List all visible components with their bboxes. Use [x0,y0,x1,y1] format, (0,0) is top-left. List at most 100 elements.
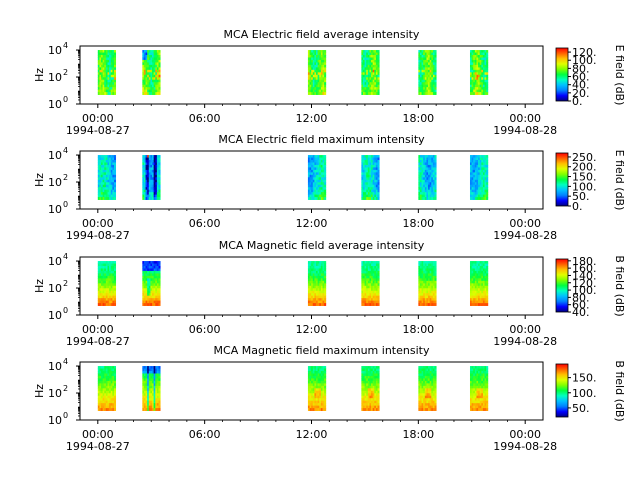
spectrogram-cell [104,263,107,267]
spectrogram-cell [482,159,485,163]
spectrogram-cell [322,157,325,161]
spectrogram-cell [362,366,365,369]
spectrogram-cell [374,373,377,377]
spectrogram-cell [307,177,310,181]
spectrogram-cell [153,303,156,306]
spectrogram-cell [423,300,426,304]
spectrogram-cell [307,268,310,272]
spectrogram-cell [153,380,156,384]
spectrogram-cell [418,290,421,294]
spectrogram-cell [317,300,320,304]
spectrogram-cell [319,69,322,73]
spectrogram-cell [367,405,370,409]
spectrogram-cell [432,408,435,411]
spectrogram-cell [145,157,148,161]
spectrogram-cell [99,298,102,302]
spectrogram-cell [364,182,367,186]
spectrogram-cell [428,189,431,193]
spectrogram-cell [148,87,151,91]
spectrogram-cell [148,268,151,272]
spectrogram-cell [148,263,151,267]
spectrogram-cell [110,383,113,387]
spectrogram-cell [148,273,151,277]
spectrogram-cell [426,283,429,287]
spectrogram-cell [419,72,422,76]
spectrogram-cell [317,405,320,409]
spectrogram-cell [109,283,112,287]
spectrogram-cell [366,189,369,193]
spectrogram-cell [322,74,325,78]
spectrogram-cell [97,373,100,377]
spectrogram-cell [152,164,155,168]
spectrogram-cell [367,50,370,53]
spectrogram-cell [482,184,485,188]
spectrogram-cell [97,275,100,279]
spectrogram-cell [479,162,482,166]
spectrogram-cell [371,398,374,402]
spectrogram-cell [158,64,161,68]
spectrogram-cell [112,182,115,186]
spectrogram-cell [101,261,104,264]
spectrogram-cell [97,82,100,86]
spectrogram-cell [364,263,367,267]
spectrogram-cell [474,177,477,181]
spectrogram-cell [478,72,481,76]
spectrogram-cell [426,62,429,66]
spectrogram-cell [431,50,434,53]
spectrogram-cell [434,164,437,168]
spectrogram-cell [153,370,156,374]
spectrogram-cell [312,194,315,198]
spectrogram-cell [484,87,487,91]
spectrogram-cell [424,290,427,294]
spectrogram-cell [314,378,317,382]
spectrogram-cell [158,169,161,173]
spectrogram-cell [152,288,155,292]
spectrogram-cell [152,194,155,198]
spectrogram-cell [152,84,155,88]
spectrogram-cell [307,373,310,377]
spectrogram-cell [469,197,473,200]
spectrogram-cell [324,62,327,66]
spectrogram-cell [424,383,427,387]
spectrogram-cell [156,403,159,407]
spectrogram-cell [361,400,364,404]
spectrogram-cell [104,295,107,299]
spectrogram-cell [374,182,377,186]
spectrogram-cell [469,300,473,304]
spectrogram-cell [371,288,374,292]
spectrogram-cell [476,398,479,402]
spectrogram-cell [482,295,485,299]
spectrogram-cell [316,385,319,389]
data-interval-block [142,155,161,200]
spectrogram-cell [476,64,479,68]
spectrogram-cell [372,92,375,95]
spectrogram-cell [309,408,312,411]
spectrogram-cell [320,57,323,61]
spectrogram-cell [158,167,161,171]
spectrogram-cell [104,162,107,166]
spectrogram-cell [371,189,374,193]
spectrogram-cell [375,72,378,76]
spectrogram-cell [147,303,150,306]
spectrogram-cell [147,82,150,86]
spectrogram-cell [419,275,422,279]
spectrogram-cell [377,295,380,299]
spectrogram-cell [147,77,150,81]
spectrogram-cell [481,177,484,181]
spectrogram-cell [155,169,158,173]
colorbar [555,47,569,102]
spectrogram-cell [428,57,431,61]
spectrogram-cell [105,373,108,377]
spectrogram-cell [105,192,108,196]
spectrogram-cell [486,50,489,53]
spectrogram-cell [478,162,481,166]
spectrogram-cell [105,366,108,369]
spectrogram-cell [322,298,325,302]
spectrogram-cell [322,192,325,196]
spectrogram-cell [369,172,372,176]
spectrogram-cell [418,275,421,279]
spectrogram-cell [418,162,421,166]
spectrogram-cell [114,275,117,279]
spectrogram-cell [112,378,115,382]
spectrogram-cell [364,400,367,404]
